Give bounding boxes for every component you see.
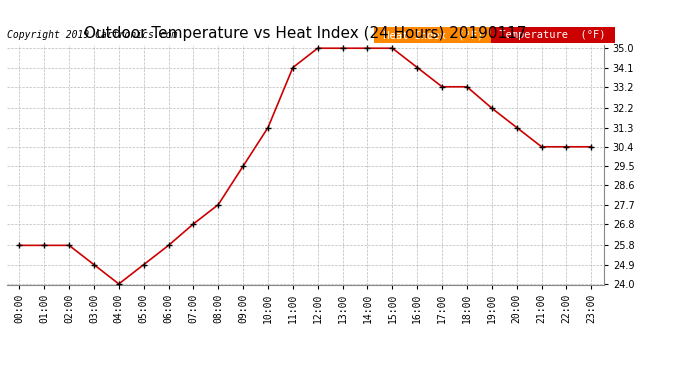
Text: Heat Index  (°F): Heat Index (°F) [377, 30, 489, 40]
Text: Copyright 2019 Cartronics.com: Copyright 2019 Cartronics.com [7, 30, 177, 40]
Title: Outdoor Temperature vs Heat Index (24 Hours) 20190117: Outdoor Temperature vs Heat Index (24 Ho… [84, 26, 526, 41]
Text: Temperature  (°F): Temperature (°F) [493, 30, 612, 40]
